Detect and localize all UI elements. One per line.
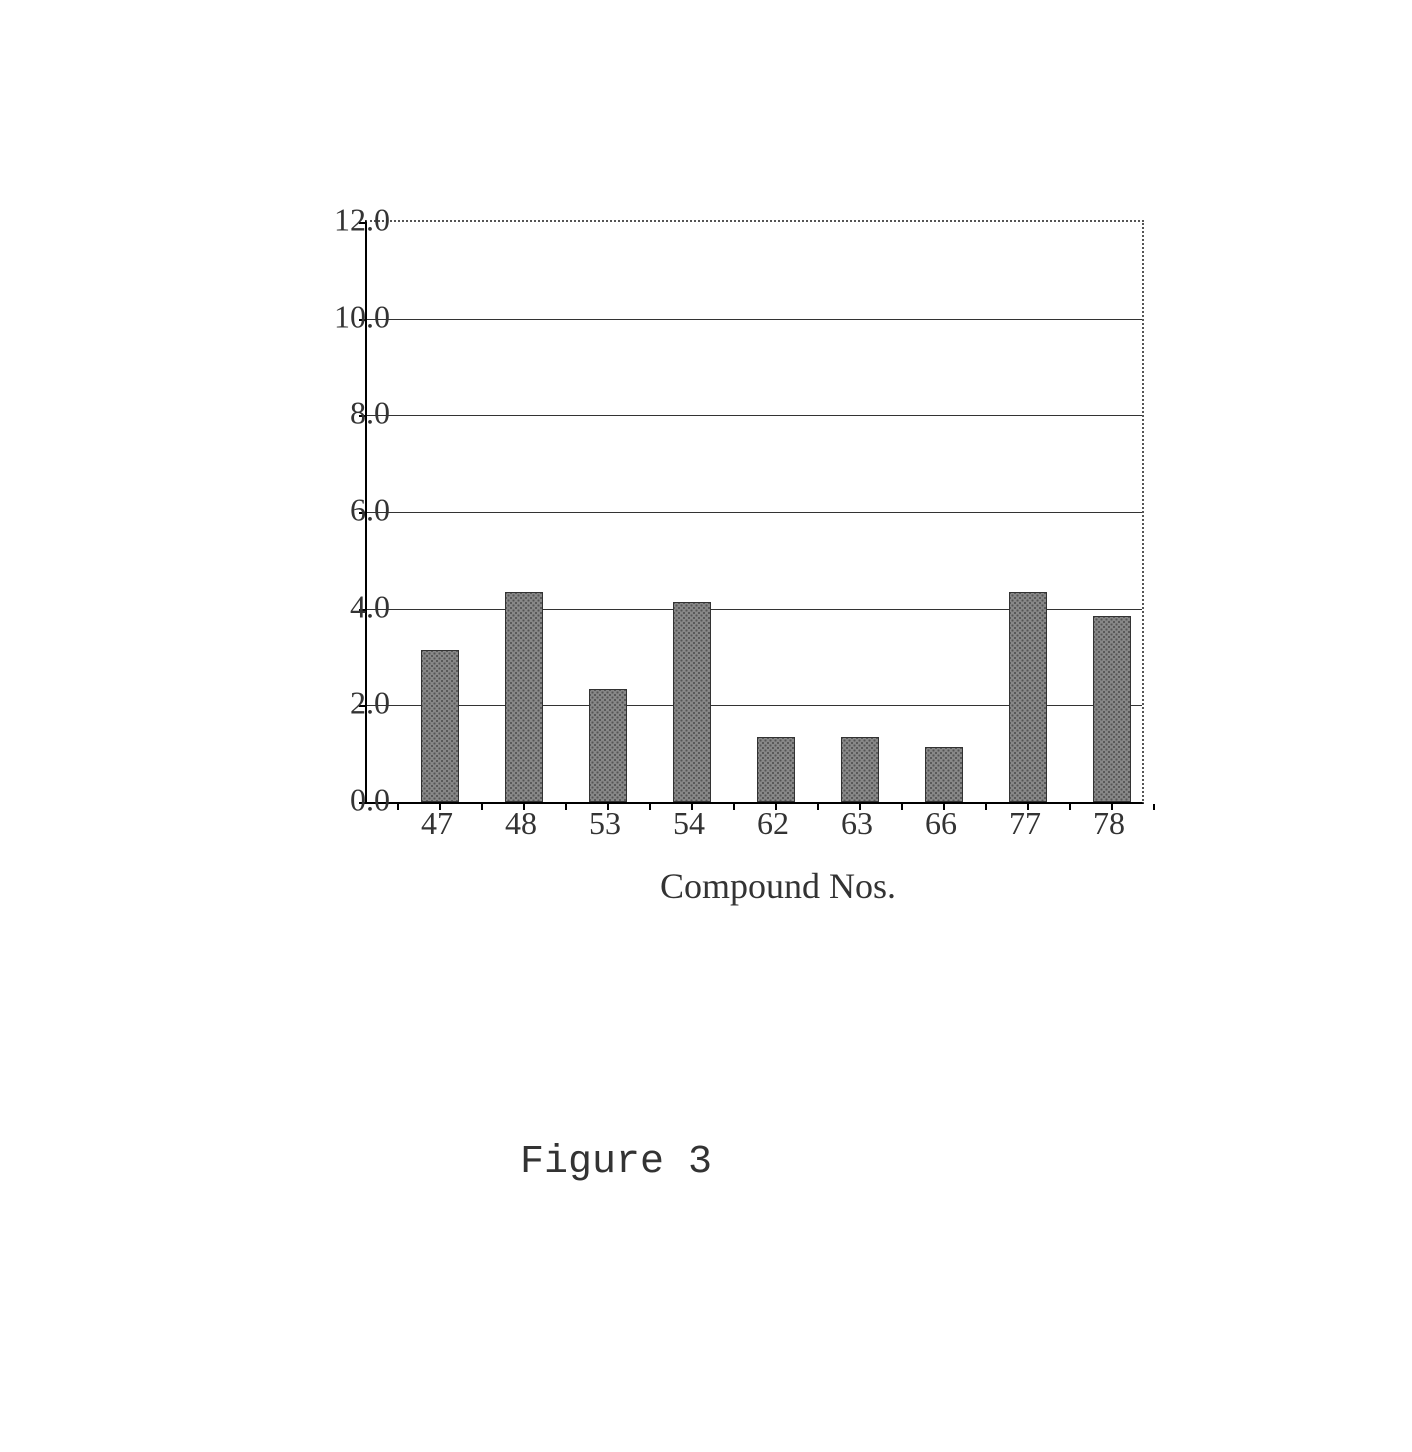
gridline — [367, 512, 1142, 513]
xtick-label: 78 — [1069, 805, 1149, 842]
gridline — [367, 319, 1142, 320]
bar — [505, 592, 543, 802]
x-axis-label: Compound Nos. — [660, 865, 896, 907]
ytick-label: 4.0 — [300, 588, 390, 625]
xtick-label: 54 — [649, 805, 729, 842]
bar — [1093, 616, 1131, 802]
bar — [757, 737, 795, 802]
xtick-label: 47 — [397, 805, 477, 842]
ytick-label: 12.0 — [300, 202, 390, 239]
ytick-label: 0.0 — [300, 782, 390, 819]
bar — [841, 737, 879, 802]
xtick-label: 48 — [481, 805, 561, 842]
ytick-label: 10.0 — [300, 298, 390, 335]
bar — [1009, 592, 1047, 802]
ytick-label: 8.0 — [300, 395, 390, 432]
figure-caption: Figure 3 — [520, 1140, 712, 1185]
xtick-label: 53 — [565, 805, 645, 842]
bar — [673, 602, 711, 802]
xtick-label: 66 — [901, 805, 981, 842]
plot-area — [365, 220, 1144, 804]
ytick-label: 6.0 — [300, 492, 390, 529]
bar — [421, 650, 459, 802]
xtick-mark-minor — [1153, 804, 1155, 810]
xtick-label: 62 — [733, 805, 813, 842]
gridline — [367, 415, 1142, 416]
ytick-label: 2.0 — [300, 685, 390, 722]
bar — [925, 747, 963, 802]
bar — [589, 689, 627, 802]
bar-chart: Compound Nos. 0.02.04.06.08.010.012.0474… — [260, 200, 1180, 900]
xtick-label: 77 — [985, 805, 1065, 842]
xtick-label: 63 — [817, 805, 897, 842]
